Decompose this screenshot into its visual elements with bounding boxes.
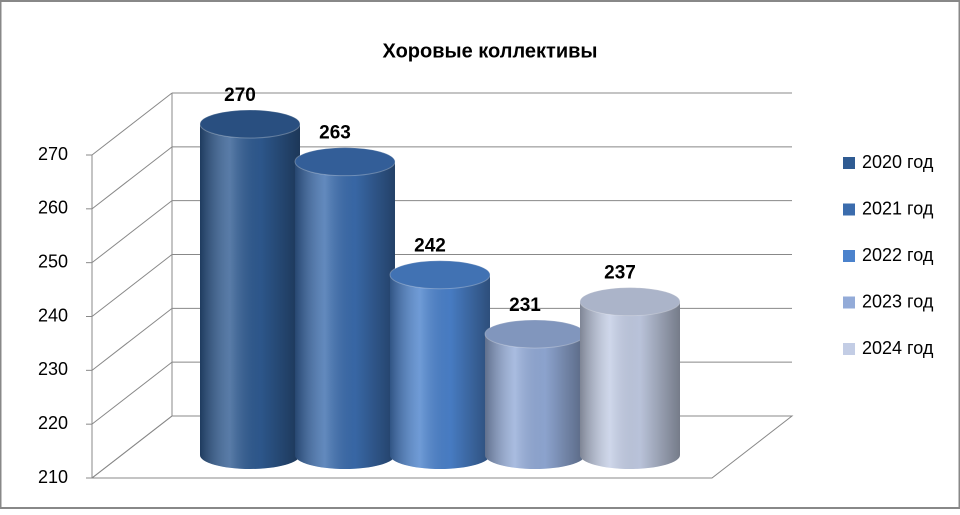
cylinder-shading [485, 333, 585, 469]
y-tick-label: 210 [38, 467, 68, 487]
cylinder-top [199, 109, 301, 139]
grid-line [91, 92, 173, 156]
grid-line [91, 200, 173, 264]
legend-swatch [843, 203, 855, 216]
data-label: 242 [414, 236, 446, 257]
cylinder-top-shading [580, 287, 680, 316]
grid-line [91, 146, 173, 210]
legend-label: 2020 год [862, 152, 934, 172]
cylinder-shading [580, 301, 680, 469]
cylinder-top [294, 147, 396, 177]
grid-line [91, 361, 173, 425]
data-label: 237 [604, 263, 636, 284]
legend-label: 2022 год [862, 245, 934, 265]
cylinder-shading [200, 124, 300, 469]
grid-line [91, 415, 173, 479]
cylinder-shading [390, 274, 490, 469]
legend-swatch [843, 157, 855, 169]
y-tick-label: 260 [38, 198, 68, 218]
data-label: 231 [509, 295, 541, 316]
cylinder-top-shading [295, 147, 395, 176]
legend-label: 2021 год [862, 198, 934, 218]
y-tick-label: 230 [38, 359, 68, 379]
legend-swatch [843, 250, 855, 262]
y-tick-label: 270 [38, 144, 68, 164]
legend-swatch [843, 296, 855, 309]
legend-label: 2023 год [862, 291, 934, 311]
data-label: 263 [319, 123, 351, 144]
chart-title: Хоровые коллективы [383, 40, 598, 62]
cylinder-top-shading [485, 319, 585, 348]
data-label: 270 [224, 85, 256, 106]
legend-label: 2024 год [862, 338, 934, 358]
cylinder-top [389, 260, 491, 290]
grid-line [91, 307, 173, 371]
y-tick-label: 240 [38, 305, 68, 325]
grid-line [91, 254, 173, 317]
cylinder-top-shading [200, 110, 300, 138]
legend-swatch [843, 343, 855, 355]
y-tick-label: 220 [38, 413, 68, 433]
cylinder-shading [295, 161, 395, 469]
cylinder-top [579, 287, 681, 317]
y-tick-label: 250 [38, 251, 68, 271]
cylinder-top-shading [390, 260, 490, 289]
